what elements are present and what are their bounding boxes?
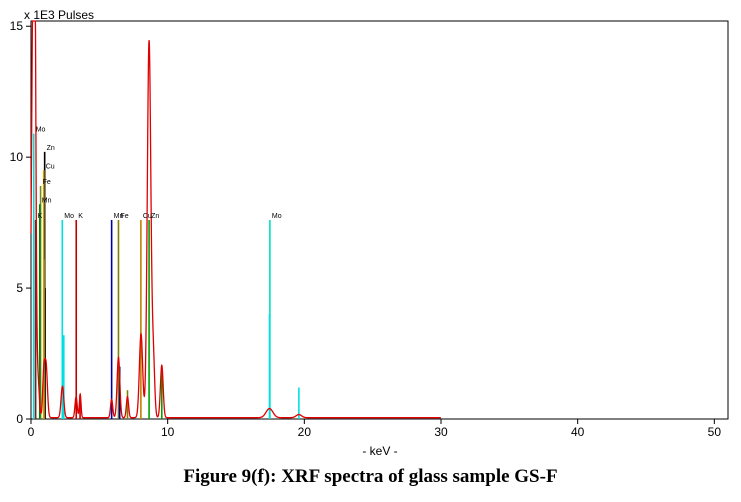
element-label-zn: Zn: [151, 213, 159, 220]
x-tick-label: 30: [434, 425, 448, 439]
element-label-mn: Mn: [42, 197, 52, 204]
element-label-mo: Mo: [272, 213, 282, 220]
spectrum-series: [30, 20, 441, 419]
element-lines: [32, 133, 300, 419]
x-tick-label: 50: [708, 425, 722, 439]
element-label-mn: Mn: [114, 213, 124, 220]
spectrum-line: [30, 20, 441, 419]
element-label-mo: Mo: [36, 127, 46, 134]
x-tick-label: 0: [28, 425, 35, 439]
element-label-cu: Cu: [143, 213, 152, 220]
plot-area: [30, 20, 729, 420]
element-label-zn: Zn: [47, 145, 55, 152]
element-label-fe: Fe: [43, 179, 51, 186]
y-tick-label: 10: [10, 150, 24, 164]
y-axis-title: x 1E3 Pulses: [24, 8, 94, 22]
x-tick-label: 20: [298, 425, 312, 439]
element-label-k: K: [38, 213, 43, 220]
y-tick-label: 15: [10, 19, 24, 33]
element-label-mo: Mo: [64, 213, 74, 220]
axis-ticks: 0 10 20 30 40 50 0 5 10 15: [10, 19, 722, 439]
x-tick-label: 40: [571, 425, 585, 439]
y-tick-label: 5: [16, 281, 23, 295]
x-axis-title: - keV -: [362, 444, 397, 458]
element-label-k: K: [78, 213, 83, 220]
element-label-cu: Cu: [46, 163, 55, 170]
x-tick-label: 10: [161, 425, 175, 439]
element-label-fe: Fe: [120, 213, 128, 220]
figure-caption: Figure 9(f): XRF spectra of glass sample…: [183, 466, 558, 487]
y-tick-label: 0: [16, 412, 23, 426]
